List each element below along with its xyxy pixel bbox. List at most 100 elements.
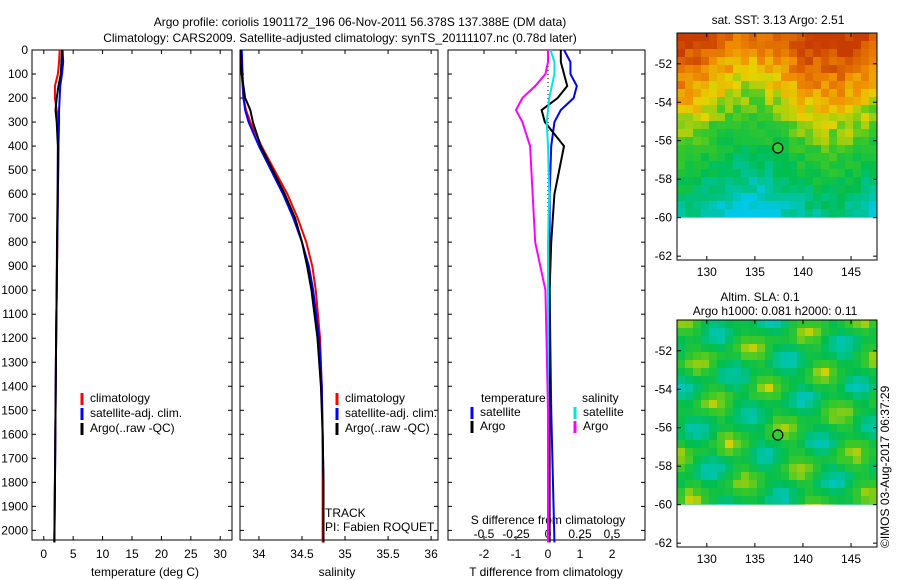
map-cell [733,33,741,41]
map-cell [861,65,869,73]
map-cell [805,504,813,505]
map-cell [709,432,717,440]
map-cell [805,81,813,89]
map-cell [677,496,685,504]
map-cell [853,384,861,392]
map-cell [845,440,853,448]
map-cell [845,384,853,392]
map-cell [765,432,773,440]
map-cell [845,376,853,384]
map-cell [709,416,717,424]
map-cell [789,201,797,209]
map-cell [677,33,685,41]
map-cell [861,97,869,105]
map-cell [789,185,797,193]
map-cell [709,488,717,496]
map-cell [869,73,877,81]
map-cell [813,448,821,456]
map-cell [765,89,773,97]
map-cell [829,73,837,81]
map-cell [725,408,733,416]
map-cell [781,33,789,41]
map-cell [829,400,837,408]
map-cell [805,344,813,352]
map-cell [861,456,869,464]
map-cell [853,424,861,432]
map-cell [829,177,837,185]
map-cell [781,336,789,344]
map-cell [845,336,853,344]
tdiff-xlabel: T difference from climatology [469,565,623,579]
map-cell [725,392,733,400]
map-cell [853,416,861,424]
map-cell [829,209,837,217]
series-line-salinity-satellite [545,49,556,543]
map-cell [685,97,693,105]
map-cell [725,161,733,169]
map-cell [749,424,757,432]
map-cell [757,201,765,209]
map-cell [797,408,805,416]
map-cell [677,328,685,336]
map-cell [853,344,861,352]
map-cell [821,400,829,408]
map-cell [821,480,829,488]
y-tick-label: 1800 [1,475,28,489]
map-cell [829,161,837,169]
map-cell [821,456,829,464]
map-cell [773,129,781,137]
map-cell [701,504,709,505]
map-cell [821,328,829,336]
map-cell [749,400,757,408]
map-cell [693,368,701,376]
map-cell [685,33,693,41]
map-cell [701,448,709,456]
map-cell [741,177,749,185]
map-cell [741,328,749,336]
map-cell [765,129,773,137]
map-cell [685,384,693,392]
lat-tick-label: -56 [655,134,673,148]
map-cell [733,89,741,97]
legend-label: Argo [583,419,609,433]
map-cell [725,73,733,81]
map-cell [741,137,749,145]
map-cell [725,400,733,408]
map-cell [717,121,725,129]
map-cell [709,33,717,41]
map-cell [693,137,701,145]
map-cell [869,89,877,97]
map-cell [765,328,773,336]
map-cell [749,352,757,360]
map-cell [805,376,813,384]
map-cell [869,376,877,384]
map-cell [869,336,877,344]
map-cell [741,201,749,209]
map-cell [813,65,821,73]
map-cell [781,472,789,480]
map-cell [861,89,869,97]
map-cell [829,201,837,209]
map-cell [853,113,861,121]
map-cell [685,65,693,73]
map-cell [789,153,797,161]
map-cell [821,49,829,57]
map-cell [845,81,853,89]
map-cell [733,145,741,153]
map-cell [709,113,717,121]
map-cell [789,33,797,41]
lat-tick-label: -54 [655,382,673,396]
map-cell [717,416,725,424]
map-cell [837,392,845,400]
map-cell [829,384,837,392]
map-cell [829,368,837,376]
map-cell [773,161,781,169]
map-cell [733,65,741,73]
map-cell [765,504,773,505]
map-cell [693,113,701,121]
map-cell [677,416,685,424]
map-cell [829,504,837,505]
map-cell [757,408,765,416]
map-cell [685,49,693,57]
map-cell [685,504,693,505]
